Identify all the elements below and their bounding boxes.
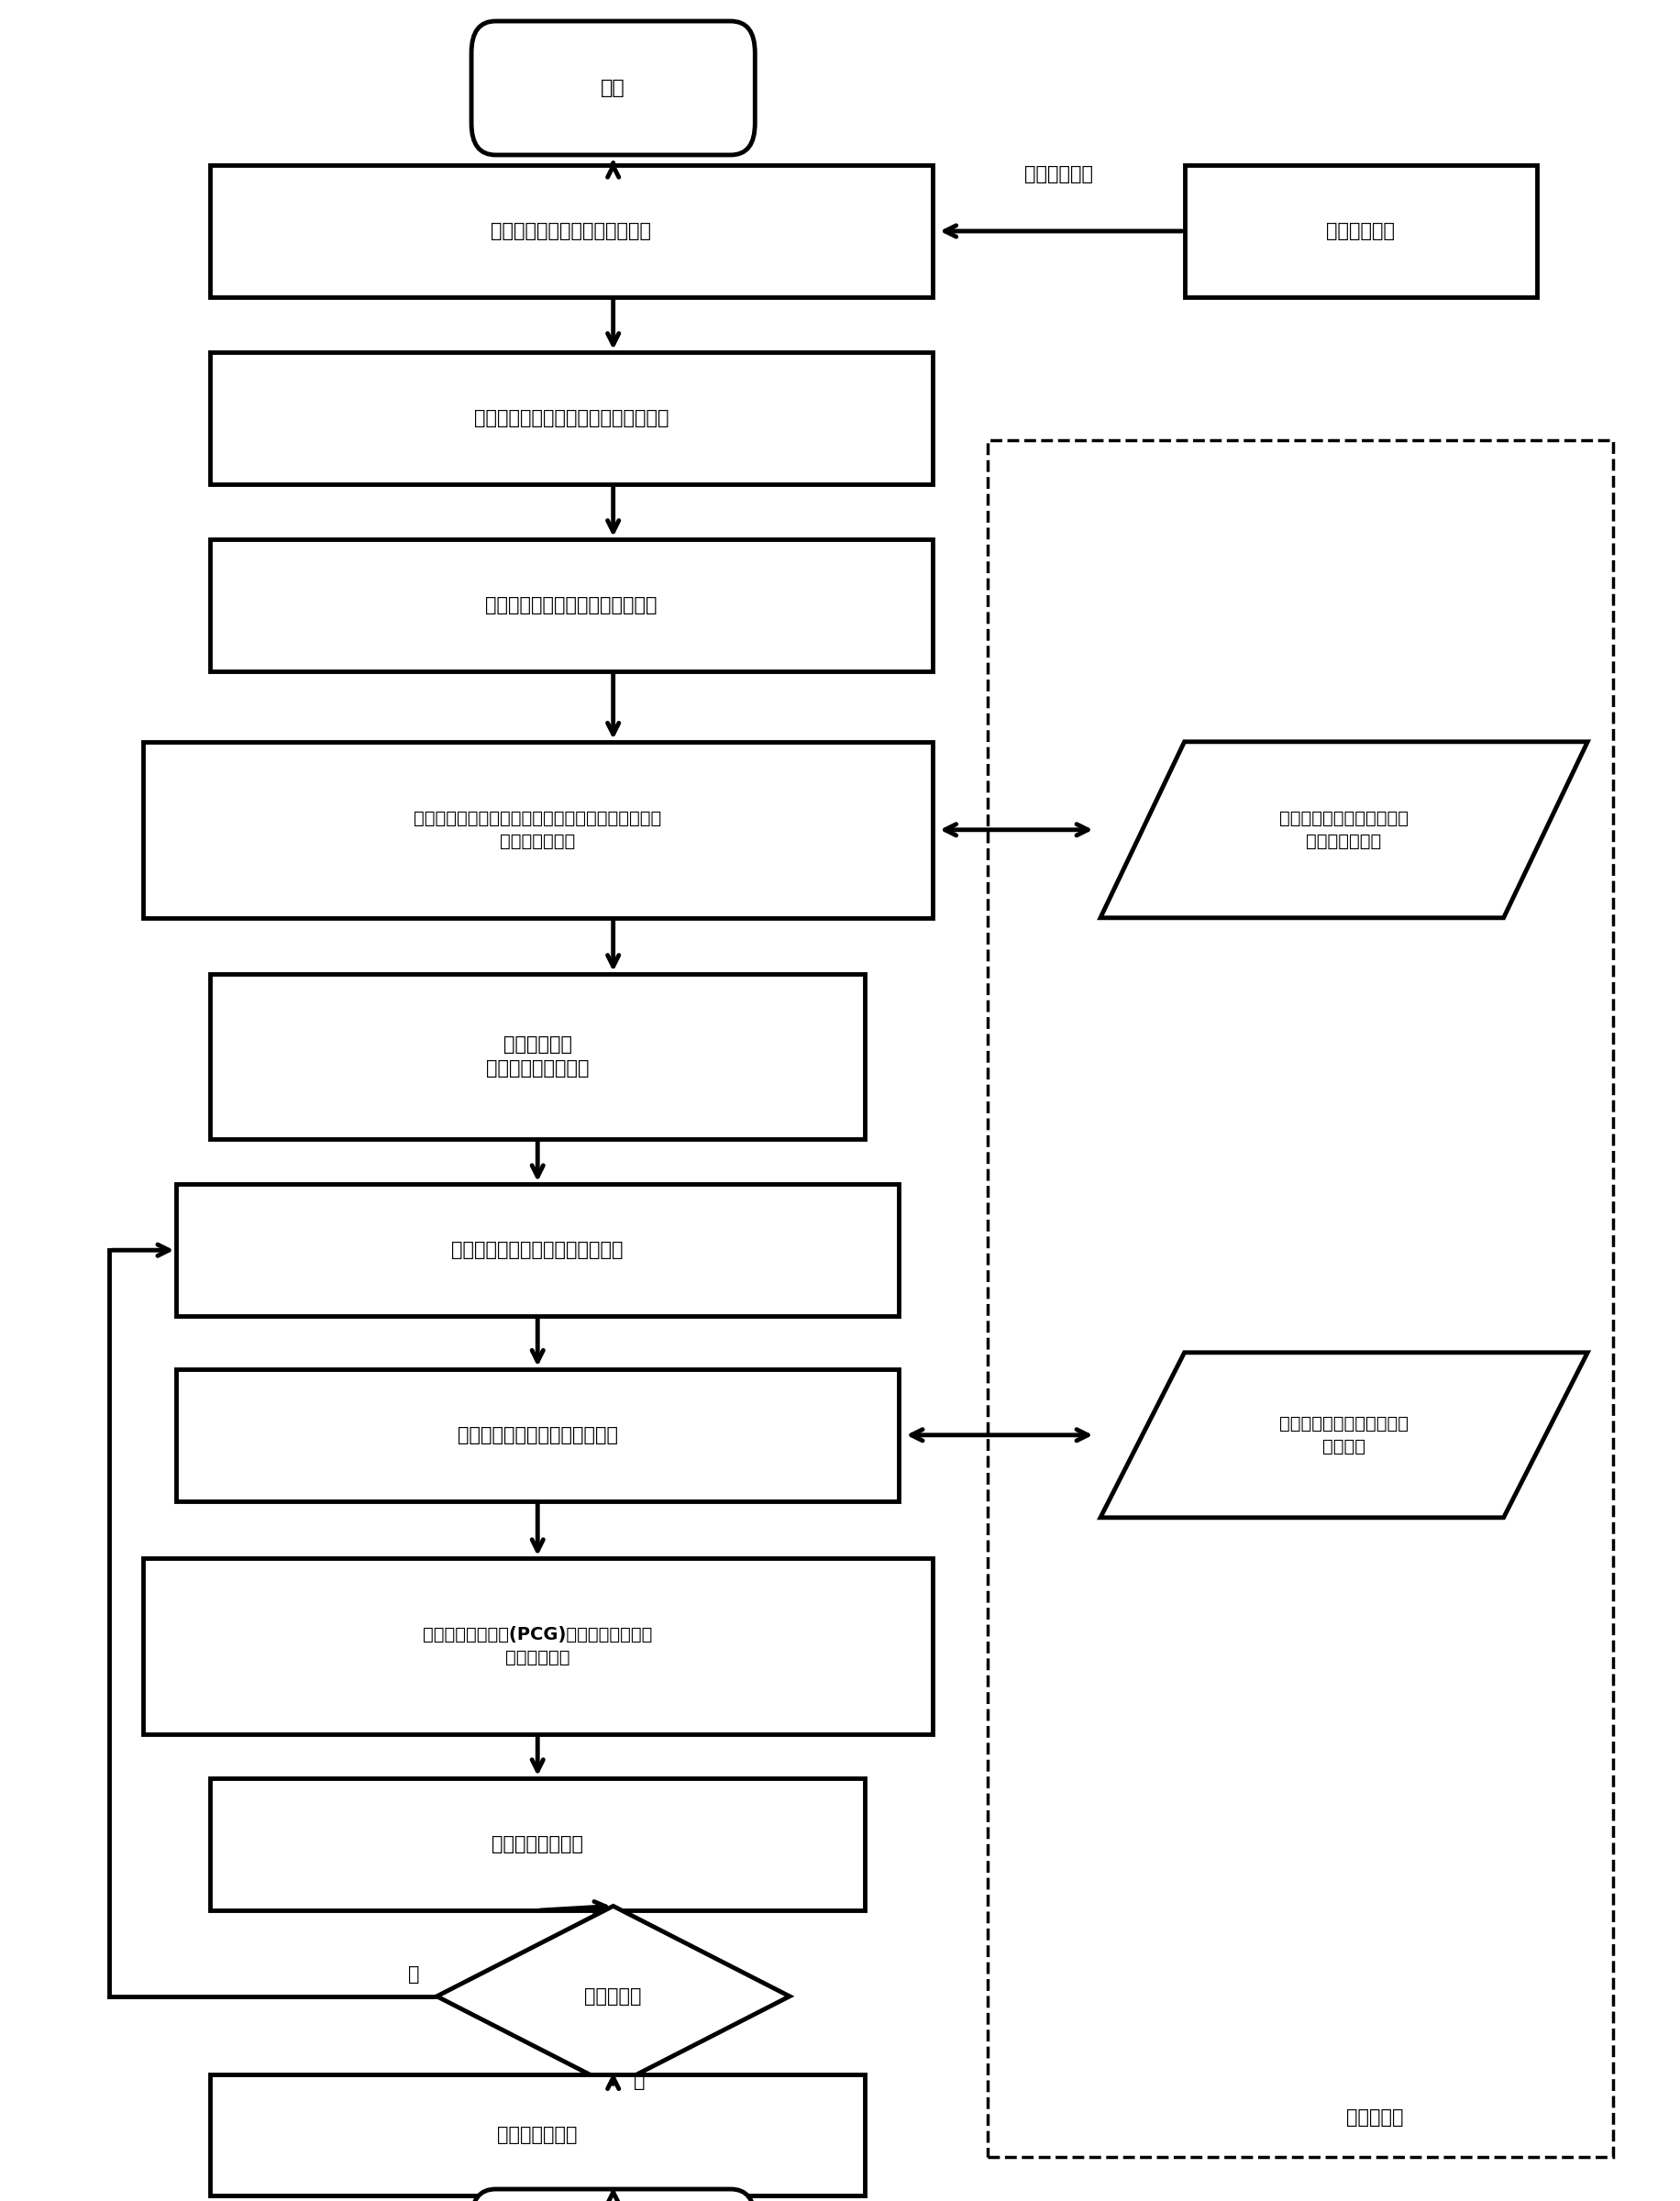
Text: 读取外部数据: 读取外部数据 xyxy=(1025,165,1092,183)
FancyBboxPatch shape xyxy=(472,2190,754,2201)
FancyBboxPatch shape xyxy=(210,539,932,671)
Text: 迭代结束？: 迭代结束？ xyxy=(585,1988,642,2005)
FancyBboxPatch shape xyxy=(210,165,932,297)
Text: 多网格法形成单元质量矩阵、刚度矩阵: 多网格法形成单元质量矩阵、刚度矩阵 xyxy=(474,409,669,427)
Text: 进程间通信: 进程间通信 xyxy=(1347,2109,1404,2126)
FancyBboxPatch shape xyxy=(143,742,932,918)
Polygon shape xyxy=(437,1906,790,2087)
Text: 否: 否 xyxy=(408,1965,420,1983)
Text: 各子域相邻单元共有节点上
矩阵对角线的值: 各子域相邻单元共有节点上 矩阵对角线的值 xyxy=(1280,810,1408,850)
Text: 预条件共轭梯度法(PCG)迭代求解方程组，
得到波场增量: 预条件共轭梯度法(PCG)迭代求解方程组， 得到波场增量 xyxy=(423,1627,652,1666)
Text: 结果保存至文件: 结果保存至文件 xyxy=(497,2126,578,2144)
Text: 更新波场及其导数: 更新波场及其导数 xyxy=(492,1836,583,1853)
Text: 在单元上计算待求解方程组的矩阵: 在单元上计算待求解方程组的矩阵 xyxy=(486,596,657,614)
FancyBboxPatch shape xyxy=(1184,165,1537,297)
FancyBboxPatch shape xyxy=(210,2073,865,2197)
FancyBboxPatch shape xyxy=(143,1558,932,1734)
Polygon shape xyxy=(1100,1351,1588,1519)
FancyBboxPatch shape xyxy=(210,973,865,1140)
Text: 开始: 开始 xyxy=(601,79,625,97)
Polygon shape xyxy=(1100,742,1588,918)
Text: 各子域相邻单元共有节点上
的向量值: 各子域相邻单元共有节点上 的向量值 xyxy=(1280,1415,1408,1455)
Text: 取单元矩阵的对角矩阵，并叠加单元共有节点上的值
形成预条件矩阵: 取单元矩阵的对角矩阵，并叠加单元共有节点上的值 形成预条件矩阵 xyxy=(413,810,662,850)
Text: 介质模型参数: 介质模型参数 xyxy=(1327,222,1394,240)
FancyBboxPatch shape xyxy=(176,1184,899,1316)
FancyBboxPatch shape xyxy=(472,22,754,154)
FancyBboxPatch shape xyxy=(176,1369,899,1501)
Text: 根据进程对应的子域，读取参数: 根据进程对应的子域，读取参数 xyxy=(491,222,652,240)
FancyBboxPatch shape xyxy=(210,1778,865,1910)
Text: 在单元上计算待求解方程组的向量: 在单元上计算待求解方程组的向量 xyxy=(452,1241,623,1259)
Text: 叠加各单元共有节点上的向量值: 叠加各单元共有节点上的向量值 xyxy=(457,1426,618,1444)
Text: 时域迭代开始
初始化波场及其导数: 时域迭代开始 初始化波场及其导数 xyxy=(486,1034,590,1078)
Text: 是: 是 xyxy=(633,2071,645,2089)
FancyBboxPatch shape xyxy=(210,352,932,484)
